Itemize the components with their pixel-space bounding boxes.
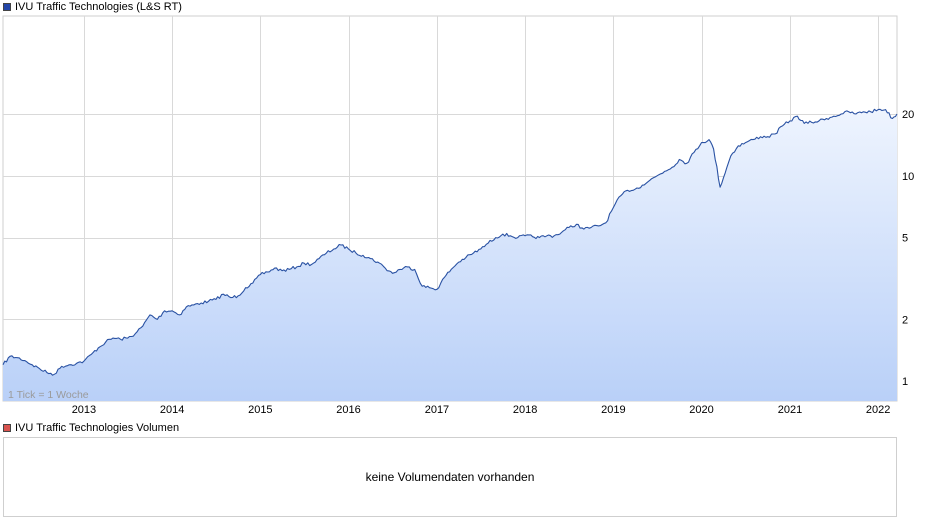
- volume-panel: keine Volumendaten vorhanden: [3, 437, 897, 517]
- x-tick-label-2015: 2015: [248, 404, 272, 416]
- x-tick-label-2013: 2013: [72, 404, 96, 416]
- volume-legend: IVU Traffic Technologies Volumen: [3, 421, 179, 435]
- volume-legend-label: IVU Traffic Technologies Volumen: [15, 422, 180, 434]
- y-tick-label-2: 2: [902, 314, 908, 326]
- price-area-fill: [3, 109, 897, 402]
- x-tick-label-2017: 2017: [425, 404, 449, 416]
- price-legend-swatch: [3, 3, 11, 11]
- y-tick-label-20: 20: [902, 109, 914, 121]
- tick-annotation: 1 Tick = 1 Woche: [8, 389, 89, 401]
- y-tick-label-1: 1: [902, 376, 908, 388]
- x-tick-label-2020: 2020: [689, 404, 713, 416]
- price-legend: IVU Traffic Technologies (L&S RT): [3, 0, 182, 14]
- price-chart: 1 2 5 10 20 2013 2014 2015 2016 2017 2018 2019 2020 2…: [2, 15, 914, 416]
- y-tick-label-5: 5: [902, 233, 908, 245]
- x-tick-label-2021: 2021: [778, 404, 802, 416]
- x-tick-label-2016: 2016: [336, 404, 360, 416]
- volume-legend-swatch: [3, 424, 11, 432]
- no-volume-data-message: keine Volumendaten vorhanden: [365, 470, 535, 484]
- x-tick-label-2014: 2014: [160, 404, 184, 416]
- y-tick-label-10: 10: [902, 171, 914, 183]
- x-tick-label-2019: 2019: [601, 404, 625, 416]
- x-tick-label-2022: 2022: [866, 404, 890, 416]
- price-legend-label: IVU Traffic Technologies (L&S RT): [15, 1, 182, 13]
- x-tick-label-2018: 2018: [513, 404, 537, 416]
- price-line: [2, 108, 898, 376]
